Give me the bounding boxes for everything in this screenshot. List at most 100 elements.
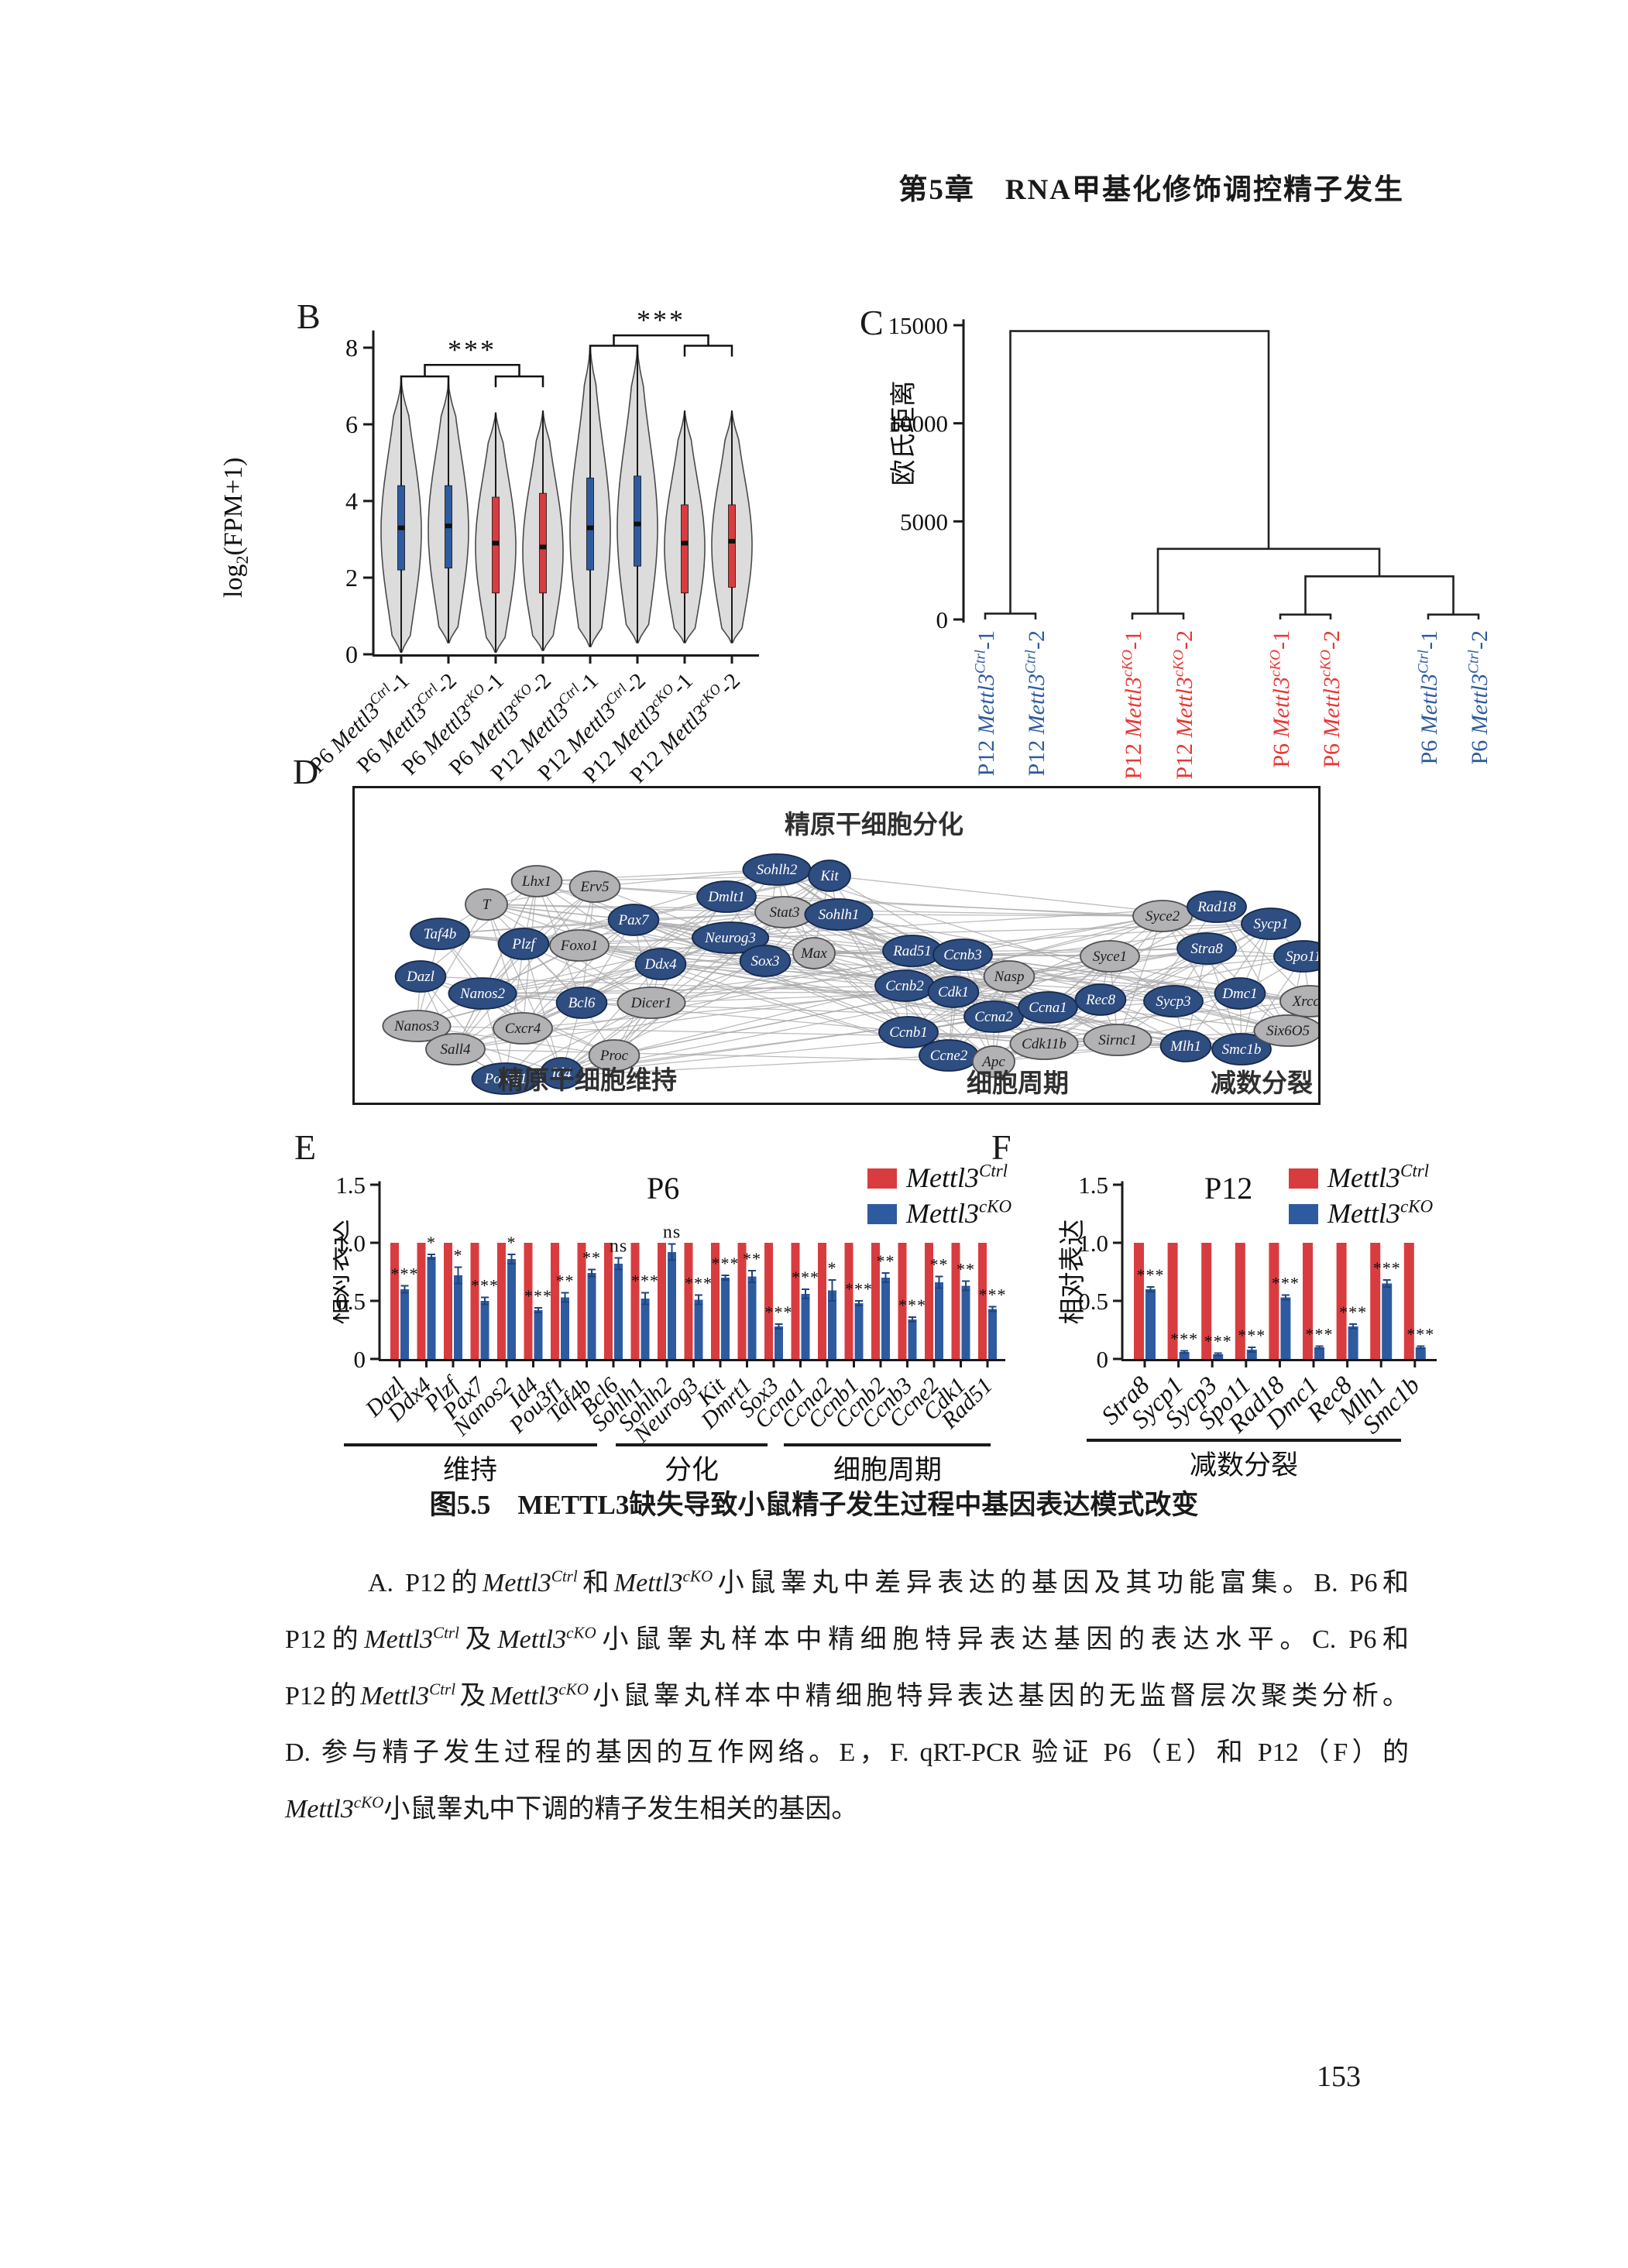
figure-description-line: A. P12的Mettl3Ctrl和Mettl3cKO小鼠睾丸中差异表达的基因及… bbox=[368, 1566, 1410, 1597]
gene-node bbox=[549, 929, 610, 962]
gene-node bbox=[555, 986, 608, 1019]
y-tick-label: 15000 bbox=[888, 312, 949, 339]
figure-description-line: P12的Mettl3Ctrl及Mettl3cKO小鼠睾丸样本中精细胞特异表达基因… bbox=[285, 1623, 1409, 1654]
page-number: 153 bbox=[1317, 2060, 1361, 2093]
bar-cko bbox=[935, 1282, 943, 1359]
panel-d-network: T Lhx1 Erv5 Taf4b Plzf Foxo1 Pax7 Dazl Nanos2 Nan… bbox=[382, 810, 1340, 1098]
bar-ctrl bbox=[1303, 1243, 1313, 1359]
gene-node-label: Dazl bbox=[406, 969, 434, 985]
iqr-box bbox=[539, 492, 547, 594]
bar-ctrl bbox=[1235, 1243, 1245, 1359]
y-tick-label: 1.5 bbox=[335, 1172, 366, 1199]
region-label: 精原干细胞分化 bbox=[785, 810, 963, 839]
median-marker bbox=[681, 540, 689, 546]
bar-ctrl bbox=[764, 1243, 773, 1359]
gene-node-label: Six6O5 bbox=[1266, 1023, 1310, 1039]
gene-node-label: Pax7 bbox=[617, 912, 650, 928]
significance-label: *** bbox=[792, 1268, 819, 1287]
legend-label: Mettl3cKO bbox=[1327, 1196, 1434, 1229]
y-axis-title: log2(FPM+1) bbox=[219, 458, 252, 598]
bar-cko bbox=[721, 1278, 730, 1359]
bar-cko bbox=[1145, 1289, 1156, 1359]
figure-description-line: D. 参与精子发生过程的基因的互作网络。E，F. qRT-PCR 验证 P6（E… bbox=[285, 1738, 1409, 1767]
gene-node bbox=[804, 898, 874, 931]
y-tick-label: 0 bbox=[936, 606, 949, 633]
bar-cko bbox=[1213, 1354, 1224, 1359]
gene-node bbox=[739, 945, 792, 977]
legend-swatch bbox=[867, 1168, 897, 1189]
leaf-label: P12 Mettl3cKO-2 bbox=[1171, 630, 1197, 780]
leaf-label: P12 Mettl3Ctrl-2 bbox=[1023, 630, 1049, 776]
dendrogram-link bbox=[1009, 330, 1270, 614]
bar-cko bbox=[747, 1276, 757, 1359]
gene-node bbox=[540, 1057, 583, 1089]
gene-node bbox=[471, 1062, 541, 1095]
bar-cko bbox=[1280, 1297, 1291, 1359]
bar-cko bbox=[828, 1290, 836, 1359]
group-label: 维持 bbox=[443, 1455, 497, 1485]
iqr-box bbox=[681, 504, 689, 594]
iqr-box bbox=[586, 477, 594, 571]
bar-cko bbox=[1382, 1283, 1393, 1359]
gene-node bbox=[878, 1016, 939, 1048]
gene-node-label: Sox3 bbox=[751, 953, 780, 969]
gene-node-label: Proc bbox=[599, 1048, 629, 1064]
significance-label: * bbox=[454, 1246, 463, 1265]
gene-node bbox=[382, 1010, 452, 1042]
gene-node-label: Spo11 bbox=[1286, 949, 1318, 965]
gene-node-label: Rec8 bbox=[1085, 992, 1115, 1008]
y-tick-label: 1.0 bbox=[335, 1230, 366, 1257]
y-tick-label: 8 bbox=[345, 334, 358, 362]
legend-label: Mettl3Ctrl bbox=[1327, 1161, 1429, 1193]
gene-node bbox=[1176, 932, 1237, 965]
bar-ctrl bbox=[1269, 1243, 1279, 1359]
gene-node-label: Nanos2 bbox=[459, 986, 506, 1002]
figure-description: A. P12的Mettl3Ctrl和Mettl3cKO小鼠睾丸中差异表达的基因及… bbox=[285, 1555, 1409, 1837]
y-tick-label: 0.5 bbox=[335, 1288, 366, 1315]
y-tick-label: 4 bbox=[345, 487, 358, 515]
gene-node bbox=[808, 860, 851, 892]
median-marker bbox=[539, 544, 547, 550]
bar-ctrl bbox=[417, 1243, 426, 1359]
gene-node bbox=[927, 976, 980, 1008]
significance-label: *** bbox=[1238, 1326, 1266, 1345]
gene-node-label: Stat3 bbox=[769, 904, 799, 921]
bar-cko bbox=[427, 1257, 436, 1359]
significance-label: *** bbox=[979, 1285, 1007, 1305]
significance-label: *** bbox=[685, 1274, 713, 1293]
bracket-main bbox=[613, 334, 709, 346]
panel-b-label: B bbox=[297, 297, 321, 336]
bar-cko bbox=[534, 1310, 543, 1359]
gene-node-label: Bcl6 bbox=[568, 995, 596, 1011]
leaf-label: P6 Mettl3cKO-1 bbox=[1268, 630, 1294, 768]
gene-node bbox=[1211, 1033, 1272, 1065]
bar-cko bbox=[587, 1273, 596, 1359]
gene-node bbox=[963, 1000, 1024, 1033]
gene-node-label: Ccne2 bbox=[930, 1048, 968, 1064]
gene-node-label: Mlh1 bbox=[1169, 1038, 1201, 1055]
significance-label: ** bbox=[743, 1249, 761, 1268]
significance-label: *** bbox=[391, 1264, 419, 1284]
y-axis-title: 相对表达 bbox=[1058, 1220, 1087, 1325]
gene-node-label: Syce2 bbox=[1145, 908, 1180, 925]
bar-ctrl bbox=[577, 1243, 586, 1359]
chapter-header: 第5章 RNA甲基化修饰调控精子发生 bbox=[898, 174, 1404, 206]
y-tick-label: 0 bbox=[345, 640, 358, 668]
gene-node-label: Rad18 bbox=[1197, 899, 1236, 915]
significance-label: * bbox=[427, 1233, 436, 1252]
bar-ctrl bbox=[470, 1243, 479, 1359]
y-axis-title: 相对表达 bbox=[333, 1220, 353, 1325]
significance-label: *** bbox=[845, 1279, 873, 1299]
bar-ctrl bbox=[551, 1243, 559, 1359]
bar-ctrl bbox=[1403, 1243, 1414, 1359]
bar-ctrl bbox=[390, 1243, 399, 1359]
gene-node-label: Pou3f1 bbox=[484, 1071, 527, 1087]
gene-node-label: Sohlh2 bbox=[757, 862, 798, 878]
gene-node-label: Ccnb2 bbox=[885, 978, 924, 994]
bar-ctrl bbox=[684, 1243, 693, 1359]
region-label: 精原干细胞维持 bbox=[498, 1065, 677, 1095]
significance-label: ** bbox=[877, 1251, 895, 1271]
iqr-box bbox=[634, 475, 641, 567]
y-axis-title: 欧氏距离 bbox=[889, 380, 919, 486]
